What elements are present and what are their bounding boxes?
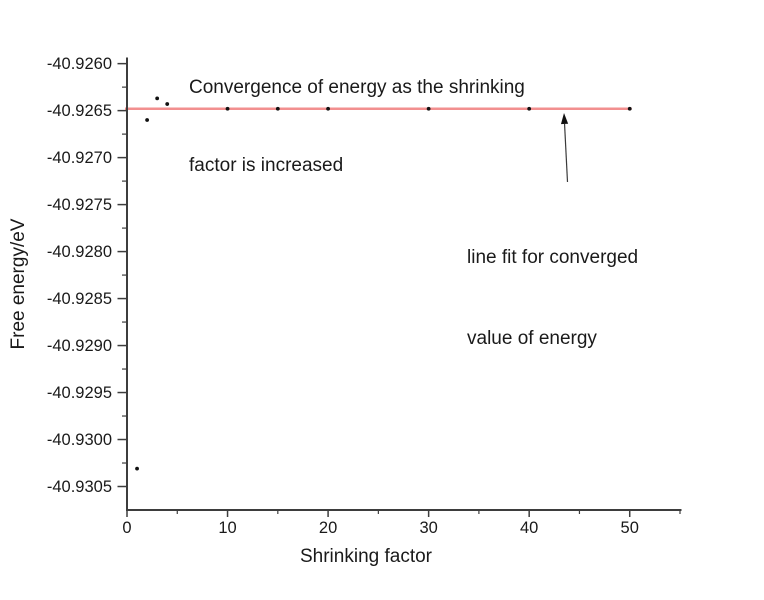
- x-tick-label: 40: [519, 519, 539, 537]
- data-point: [145, 118, 150, 122]
- x-axis-label: Shrinking factor: [299, 546, 433, 567]
- data-point: [155, 96, 160, 101]
- x-tick-label: 0: [122, 519, 132, 537]
- y-tick-label: -40.9260: [46, 54, 112, 73]
- chart-title-line-1: Convergence of energy as the shrinking: [189, 77, 525, 98]
- y-tick-label: -40.9280: [46, 242, 112, 261]
- y-tick-label: -40.9295: [46, 383, 112, 402]
- fit-line-annotation-line-2: value of energy: [467, 328, 597, 349]
- x-tick-label: 10: [218, 519, 237, 537]
- annotation-arrow-head: [560, 113, 569, 125]
- data-point: [135, 466, 139, 471]
- data-point: [627, 106, 632, 111]
- data-point: [225, 106, 230, 111]
- fit-line-annotation-line-1: line fit for converged: [467, 247, 639, 268]
- y-tick-label: -40.9300: [46, 430, 112, 449]
- y-tick-label: -40.9305: [46, 477, 112, 496]
- data-point: [275, 106, 280, 111]
- data-point: [527, 106, 532, 111]
- data-point: [165, 102, 170, 106]
- y-tick-label: -40.9265: [46, 101, 112, 120]
- chart-title: Convergence of energy as the shrinking f…: [189, 23, 525, 231]
- chart-title-line-2: factor is increased: [189, 155, 344, 176]
- y-tick-label: -40.9275: [46, 195, 112, 214]
- y-tick-label: -40.9270: [46, 148, 112, 167]
- data-point: [326, 106, 330, 111]
- y-tick-label: -40.9285: [46, 289, 112, 308]
- fit-line-annotation: line fit for converged value of energy: [467, 190, 638, 406]
- annotation-arrow-shaft: [563, 123, 569, 183]
- x-tick-label: 20: [318, 519, 338, 537]
- x-tick-label: 50: [620, 519, 639, 537]
- x-tick-label: 30: [419, 519, 438, 537]
- y-axis-label: Free energy/eV: [8, 218, 29, 350]
- data-point: [426, 106, 431, 111]
- y-tick-label: -40.9290: [46, 336, 112, 355]
